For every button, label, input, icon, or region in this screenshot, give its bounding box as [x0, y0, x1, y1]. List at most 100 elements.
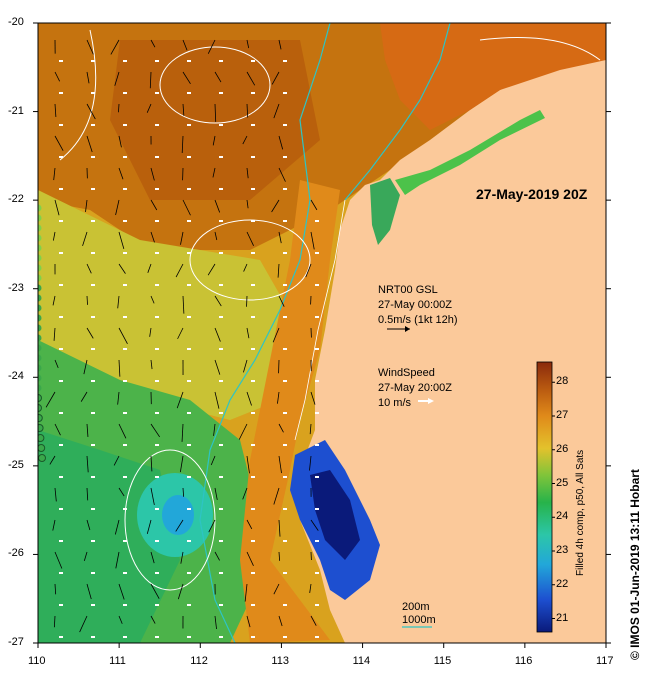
current-vector: [180, 231, 184, 245]
current-vector: [214, 103, 217, 122]
current-vector: [146, 519, 152, 535]
wind-vector: [283, 156, 287, 158]
current-vector: [182, 71, 191, 85]
contour-1000m: [199, 23, 331, 643]
wind-vector: [251, 572, 255, 574]
glider-track-dot: [38, 274, 42, 282]
colorbar-title: Filled 4h comp, p50, All Sats: [575, 449, 586, 576]
wind-vector: [59, 220, 63, 222]
wind-vector: [155, 316, 159, 318]
wind-vector: [91, 124, 95, 126]
wind-vector: [91, 252, 95, 254]
wind-vector: [123, 476, 127, 478]
current-legend-scale: 0.5m/s (1kt 12h): [378, 314, 458, 326]
current-vector: [53, 327, 56, 341]
current-vector: [277, 391, 280, 404]
wind-vector: [123, 636, 127, 638]
current-vector: [83, 551, 88, 562]
current-vector: [214, 71, 222, 83]
wind-vector: [91, 316, 95, 318]
wind-vector: [123, 188, 127, 190]
sla-contour-3: [189, 219, 311, 301]
glider-track-dot: [38, 324, 42, 332]
wind-vector: [283, 444, 287, 446]
current-vectors: [45, 39, 319, 638]
current-vector: [117, 295, 120, 309]
wind-vector: [283, 348, 287, 350]
wind-vector: [187, 60, 191, 62]
wind-vector: [91, 220, 95, 222]
current-vector: [214, 327, 221, 342]
warmest-patch: [110, 40, 320, 200]
current-vector: [278, 167, 286, 182]
current-vector: [214, 231, 218, 241]
wind-vector: [219, 604, 223, 606]
coastal-green-strip: [395, 110, 545, 195]
current-vector: [54, 71, 61, 82]
glider-track-dot: [38, 334, 42, 342]
wind-vector: [123, 220, 127, 222]
wind-vector: [59, 412, 63, 414]
wind-vector: [91, 284, 95, 286]
wind-vector: [123, 60, 127, 62]
wind-vector: [251, 604, 255, 606]
current-vector: [54, 199, 60, 216]
sla-contour-4: [59, 29, 97, 161]
current-vector: [182, 39, 188, 51]
x-tick-label: 112: [190, 655, 208, 667]
wind-vector: [251, 252, 255, 254]
current-vector: [310, 231, 315, 250]
current-vector: [278, 615, 283, 627]
wind-vector: [219, 412, 223, 414]
wind-vector: [219, 284, 223, 286]
current-vector: [207, 39, 216, 54]
current-vector: [150, 167, 155, 181]
wind-vector: [59, 316, 63, 318]
colorbar-tick-label: 24: [556, 510, 569, 523]
current-vector: [207, 263, 216, 276]
axis-ticks: [33, 22, 611, 648]
wind-vector: [155, 380, 159, 382]
current-vector: [52, 295, 56, 306]
current-vector: [177, 327, 184, 340]
wind-vector: [251, 316, 255, 318]
wind-vector: [59, 444, 63, 446]
glider-track-dot: [38, 354, 42, 362]
wind-vector: [187, 412, 191, 414]
wind-legend-name: WindSpeed: [378, 367, 435, 379]
wind-vector: [187, 252, 191, 254]
colorbar-tick-label: 27: [556, 409, 569, 421]
current-vector: [118, 103, 120, 113]
current-vector: [86, 135, 93, 153]
current-vector: [150, 615, 156, 624]
wind-vector: [91, 412, 95, 414]
current-vector: [212, 167, 216, 178]
current-vector: [118, 359, 121, 377]
wind-vector: [315, 444, 319, 446]
current-vector: [246, 519, 253, 530]
wind-vector: [187, 220, 191, 222]
current-vector: [118, 615, 123, 624]
wind-vector: [91, 348, 95, 350]
wind-vector: [155, 60, 159, 62]
x-tick-label: 115: [433, 655, 452, 667]
current-vector: [246, 455, 250, 474]
glider-track-dot: [38, 304, 42, 312]
current-scale-arrowhead: [405, 326, 410, 332]
wind-vector: [251, 220, 255, 222]
current-vector: [246, 551, 254, 566]
wind-vector: [123, 156, 127, 158]
y-tick-label: -22: [8, 193, 24, 206]
wind-vector: [315, 540, 319, 542]
wind-vector: [251, 124, 255, 126]
contour-legend-200m: 200m: [402, 601, 430, 613]
current-vector: [273, 487, 280, 505]
wind-vector: [251, 156, 255, 158]
current-vector: [80, 391, 88, 402]
current-vector: [86, 263, 92, 274]
current-vector: [246, 391, 252, 406]
wind-vector: [315, 220, 319, 222]
current-vector: [278, 455, 282, 474]
contour-1000m-north: [344, 23, 451, 201]
wind-vector: [315, 604, 319, 606]
